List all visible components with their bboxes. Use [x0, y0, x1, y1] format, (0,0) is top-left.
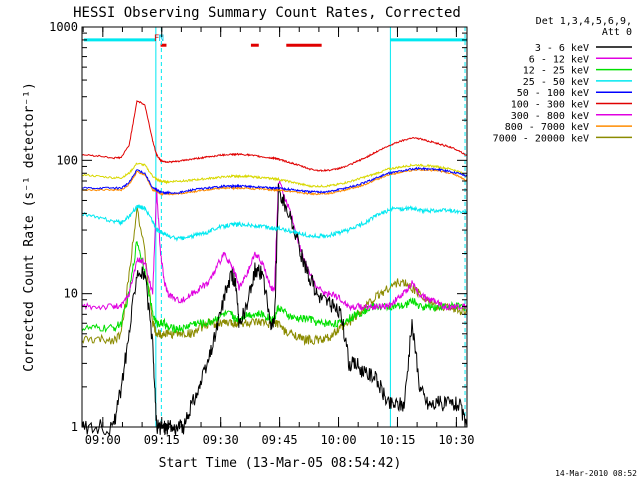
legend-label: 3 - 6 keV: [535, 43, 589, 54]
series-line-3-6-kev: [81, 183, 468, 437]
legend-label: 6 - 12 keV: [529, 54, 589, 65]
chart-title: HESSI Observing Summary Count Rates, Cor…: [73, 5, 461, 21]
x-tick-label: 09:30: [203, 433, 239, 447]
legend-header: Att 0: [602, 27, 632, 38]
x-tick-label: 09:00: [85, 433, 121, 447]
y-tick-label: 100: [56, 153, 78, 167]
legend-label: 50 - 100 keV: [517, 88, 589, 99]
y-tick-label: 1: [71, 420, 78, 434]
y-axis-label: Corrected Count Rate (s⁻¹ detector⁻¹): [22, 82, 37, 372]
axis-layer: 1 10 100 1000 09:00 09:15 09:30 09:45 10:00 10:15…: [49, 20, 474, 447]
flag-n: N: [159, 34, 164, 44]
legend-label: 800 - 7000 keV: [505, 122, 589, 133]
series-line-800-7000-kev: [81, 168, 468, 196]
x-tick-label: 10:00: [320, 433, 356, 447]
y-axis-label-text: Corrected Count Rate (s⁻¹ detector⁻¹): [22, 82, 37, 372]
y-tick-label: 1000: [49, 20, 78, 34]
x-tick-label: 10:30: [438, 433, 474, 447]
legend-header: Det 1,3,4,5,6,9,: [536, 16, 632, 27]
flag-f: F: [154, 34, 159, 44]
x-axis-label: Start Time (13-Mar-05 08:54:42): [159, 456, 402, 471]
series-line-6-12-kev: [81, 180, 468, 312]
y-tick-label: 10: [64, 287, 78, 301]
x-tick-label: 10:15: [379, 433, 415, 447]
series-line-100-300-kev: [81, 99, 468, 173]
legend-label: 300 - 800 keV: [511, 111, 589, 122]
series-line-50-100-kev: [81, 166, 468, 195]
x-tick-label: 09:45: [262, 433, 298, 447]
legend-label: 12 - 25 keV: [523, 66, 589, 77]
legend-label: 100 - 300 keV: [511, 100, 589, 111]
legend-label: 25 - 50 keV: [523, 77, 589, 88]
timestamp: 14-Mar-2010 08:52: [555, 469, 637, 478]
x-tick-label: 09:15: [144, 433, 180, 447]
series-line-25-50-kev: [81, 203, 468, 242]
plot-frame: [81, 26, 468, 428]
series-line-12-25-kev: [81, 241, 468, 334]
legend-label: 7000 - 20000 keV: [493, 133, 589, 144]
series-line-yellow: [81, 162, 468, 188]
